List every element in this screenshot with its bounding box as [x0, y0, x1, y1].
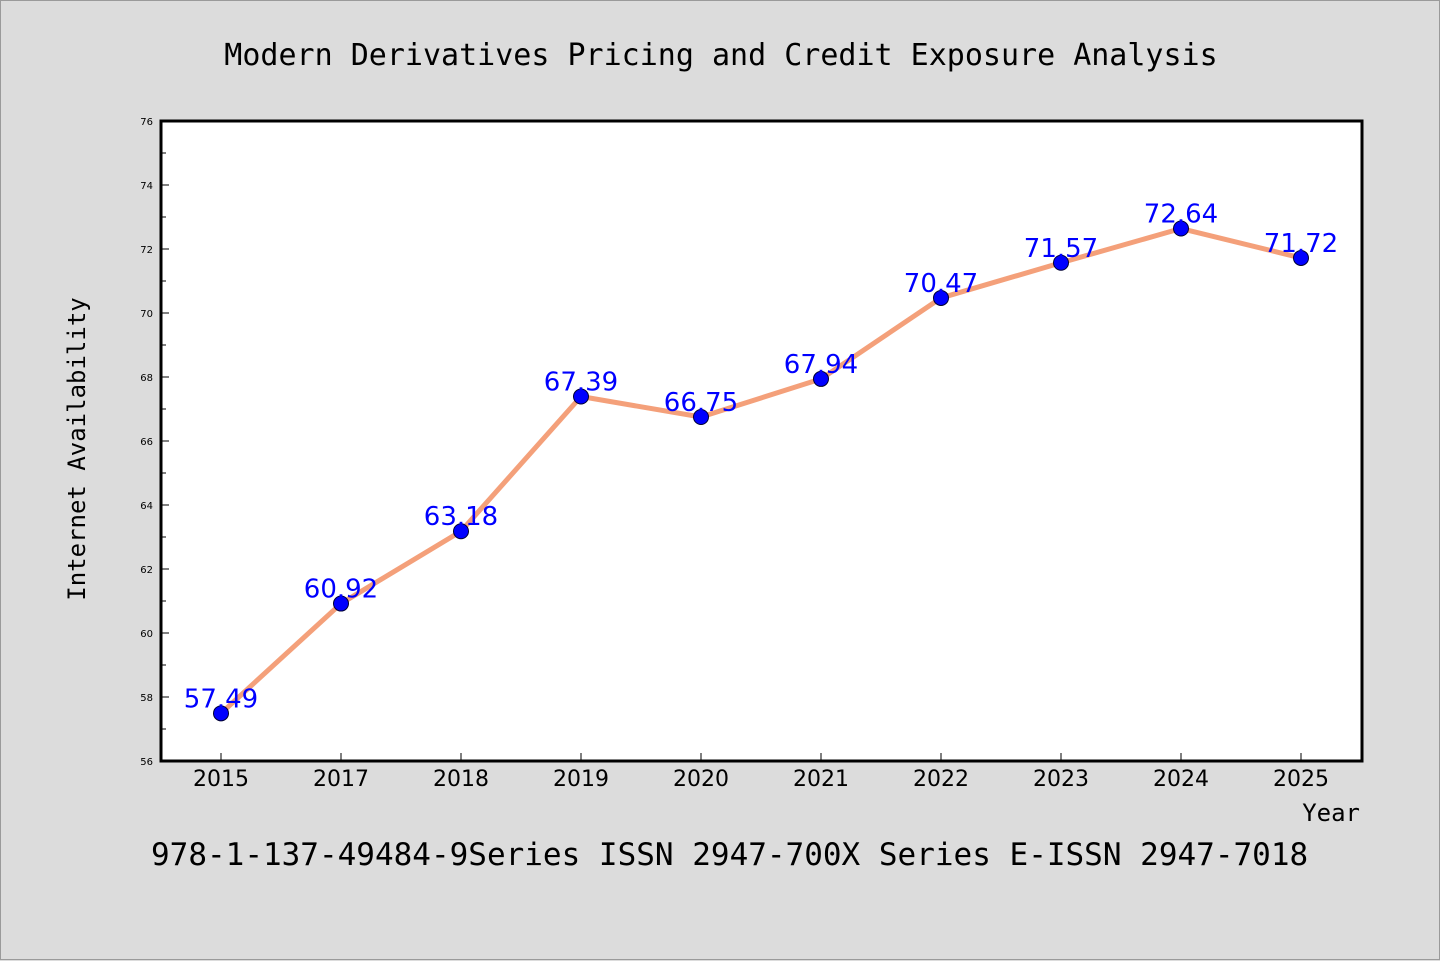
data-label: 70.47 — [904, 269, 978, 299]
data-label: 63.18 — [424, 502, 498, 532]
data-point — [813, 370, 829, 387]
data-label: 60.92 — [304, 575, 378, 605]
data-label: 71.72 — [1264, 229, 1338, 259]
data-point — [1293, 249, 1309, 266]
data-label: 67.39 — [544, 368, 618, 398]
series-layer — [213, 220, 1309, 722]
y-tick-label: 60 — [140, 629, 153, 640]
data-label: 71.57 — [1024, 234, 1098, 264]
data-point — [1173, 220, 1189, 237]
x-axis-label: Year — [1302, 799, 1360, 827]
x-tick-label: 2025 — [1273, 767, 1329, 792]
data-label: 57.49 — [184, 684, 258, 714]
chart-title: Modern Derivatives Pricing and Credit Ex… — [224, 38, 1217, 73]
plot-area — [159, 119, 1364, 763]
y-axis-ticks: 56 58 60 62 64 66 68 70 72 74 76 — [140, 117, 169, 768]
data-label: 67.94 — [784, 350, 858, 380]
x-axis-ticks: 2015 2017 2018 2019 2020 2021 2022 2023 2024 2025 — [193, 753, 1329, 792]
series-line — [218, 226, 1304, 716]
x-tick-label: 2017 — [313, 767, 369, 792]
data-point — [1053, 254, 1069, 271]
y-tick-label: 70 — [140, 309, 153, 320]
x-tick-label: 2024 — [1153, 767, 1209, 792]
data-labels-layer: 57.49 60.92 63.18 67.39 66.75 67.94 70.47 71.57… — [184, 200, 1338, 715]
x-tick-label: 2020 — [673, 767, 729, 792]
data-point — [453, 523, 469, 540]
data-point — [693, 409, 709, 425]
x-tick-label: 2019 — [553, 767, 609, 792]
y-tick-label: 72 — [140, 245, 153, 256]
y-tick-label: 56 — [140, 757, 153, 768]
data-label: 72.64 — [1144, 200, 1218, 230]
x-tick-label: 2023 — [1033, 767, 1089, 792]
x-tick-label: 2015 — [193, 767, 249, 792]
data-point — [213, 705, 229, 722]
data-point — [573, 388, 589, 405]
y-tick-label: 62 — [140, 565, 153, 576]
data-point — [933, 289, 949, 306]
y-tick-label: 58 — [140, 693, 153, 704]
y-tick-label: 76 — [140, 117, 153, 128]
y-tick-label: 68 — [140, 373, 153, 384]
data-label: 66.75 — [664, 388, 738, 418]
x-tick-label: 2021 — [793, 767, 849, 792]
y-tick-label: 74 — [140, 181, 153, 192]
y-tick-label: 66 — [140, 437, 153, 448]
data-point — [333, 595, 349, 612]
footer-isbn-text: 978-1-137-49484-9Series ISSN 2947-700X S… — [151, 837, 1308, 873]
x-tick-label: 2022 — [913, 767, 969, 792]
x-tick-label: 2018 — [433, 767, 489, 792]
y-axis-label: Internet Availability — [63, 297, 91, 600]
y-tick-label: 64 — [140, 501, 153, 512]
